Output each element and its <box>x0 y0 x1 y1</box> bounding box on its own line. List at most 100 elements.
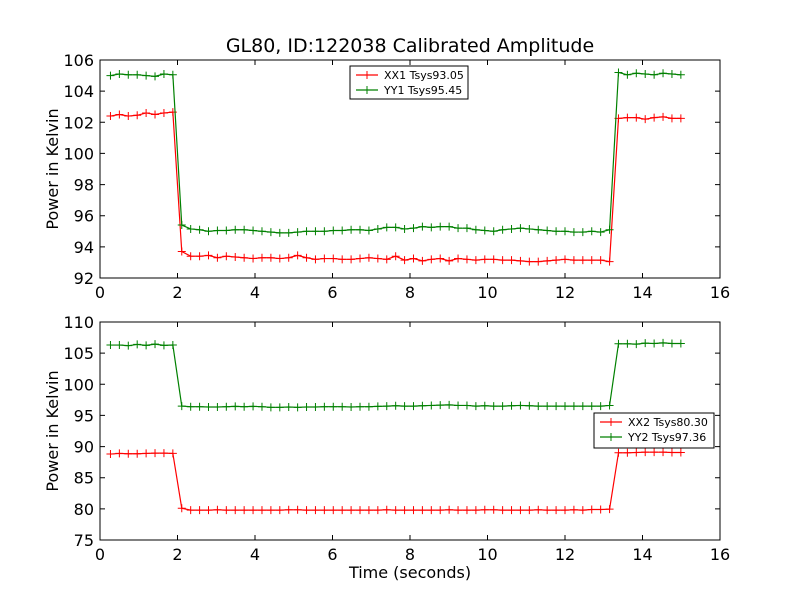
series-2-point <box>213 226 222 235</box>
series-1-point <box>382 505 391 514</box>
series-1-point <box>151 110 160 119</box>
series-2-point <box>534 402 543 411</box>
series-2-point <box>471 225 480 234</box>
series-1-point <box>507 256 516 265</box>
series-2-point <box>329 226 338 235</box>
series-1-point <box>177 247 186 256</box>
series-2-point <box>338 226 347 235</box>
y-tick-label: 102 <box>63 113 94 132</box>
series-2-point <box>115 341 124 350</box>
series-1-point <box>632 448 641 457</box>
series-2-point <box>659 338 668 347</box>
series-2-point <box>231 402 240 411</box>
legend-marker <box>363 71 371 79</box>
series-1-point <box>614 448 623 457</box>
series-2-point <box>213 403 222 412</box>
x-tick-label: 2 <box>172 545 182 564</box>
series-2-point <box>632 69 641 78</box>
series-2-point <box>614 339 623 348</box>
series-2-point <box>454 224 463 233</box>
y-tick-label: 92 <box>74 269 94 288</box>
series-2-point <box>240 225 249 234</box>
series-1-point <box>115 110 124 119</box>
series-1-point <box>195 506 204 515</box>
series-1-point <box>186 506 195 515</box>
series-1-point <box>373 506 382 515</box>
series-2-point <box>195 225 204 234</box>
series-1-point <box>623 448 632 457</box>
x-tick-label: 12 <box>555 283 575 302</box>
series-1-point <box>293 505 302 514</box>
series-1-point <box>231 252 240 261</box>
series-2-point <box>106 341 115 350</box>
series-2-point <box>284 228 293 237</box>
series-1-point <box>151 449 160 458</box>
series-2-point <box>257 227 266 236</box>
series-2-point <box>489 402 498 411</box>
series-2-point <box>249 226 258 235</box>
series-1-point <box>525 506 534 515</box>
series-2-point <box>552 227 561 236</box>
series-2-point <box>373 402 382 411</box>
legend-box <box>349 65 469 100</box>
series-1-point <box>641 448 650 457</box>
legend-label: XX1 Tsys93.05 <box>384 69 464 82</box>
legend: XX1 Tsys93.05 YY1 Tsys95.45 <box>349 65 469 100</box>
series-1-point <box>391 252 400 261</box>
series-2-point <box>364 402 373 411</box>
series-1-point <box>561 255 569 264</box>
series-1-point <box>498 506 507 515</box>
series-1-point <box>489 505 498 514</box>
series-2-point <box>356 225 365 234</box>
series-1-point <box>534 257 543 266</box>
series-1-point <box>462 255 471 264</box>
series-1-point <box>311 506 320 515</box>
y-tick-label: 96 <box>74 207 94 226</box>
x-tick-label: 2 <box>172 283 182 302</box>
series-1-point <box>454 254 463 263</box>
series-2-point <box>659 69 668 78</box>
series-2-point <box>302 403 311 412</box>
series-2-point <box>409 224 418 233</box>
series-2-point <box>507 224 516 233</box>
series-2-point <box>543 402 552 411</box>
x-tick-label: 6 <box>327 283 337 302</box>
series-1-point <box>471 506 480 515</box>
series-2-point <box>382 402 391 411</box>
series-2-point <box>489 227 498 236</box>
series-1-point <box>659 112 668 121</box>
series-1-point <box>462 506 471 515</box>
series-2-point <box>552 402 561 411</box>
series-1-point <box>106 450 115 459</box>
series-2-point <box>596 402 605 411</box>
x-tick-label: 4 <box>250 283 260 302</box>
series-1-group <box>106 448 685 515</box>
y-tick-label: 80 <box>74 500 94 519</box>
series-1-point <box>418 506 427 515</box>
x-tick-label: 8 <box>405 283 415 302</box>
series-1-point <box>667 114 676 123</box>
series-2-point <box>151 72 160 81</box>
series-2-group <box>106 338 685 412</box>
series-1-point <box>195 252 204 261</box>
series-1-point <box>356 254 365 263</box>
series-2-point <box>195 402 204 411</box>
series-1-point <box>569 505 578 514</box>
y-tick-label: 105 <box>63 344 94 363</box>
x-tick-label: 4 <box>250 545 260 564</box>
series-1-point <box>632 113 641 122</box>
series-2-point <box>231 225 240 234</box>
series-1-point <box>409 506 418 515</box>
series-1-point <box>213 253 222 262</box>
series-2-point <box>124 70 133 79</box>
series-2-point <box>391 223 400 232</box>
series-2-point <box>569 228 578 237</box>
series-1-point <box>587 256 596 265</box>
series-2-point <box>650 339 659 348</box>
series-1-point <box>480 255 489 264</box>
x-tick-label: 16 <box>710 283 730 302</box>
series-1-point <box>641 115 650 124</box>
y-tick-label: 90 <box>74 438 94 457</box>
series-1-point <box>507 506 516 515</box>
